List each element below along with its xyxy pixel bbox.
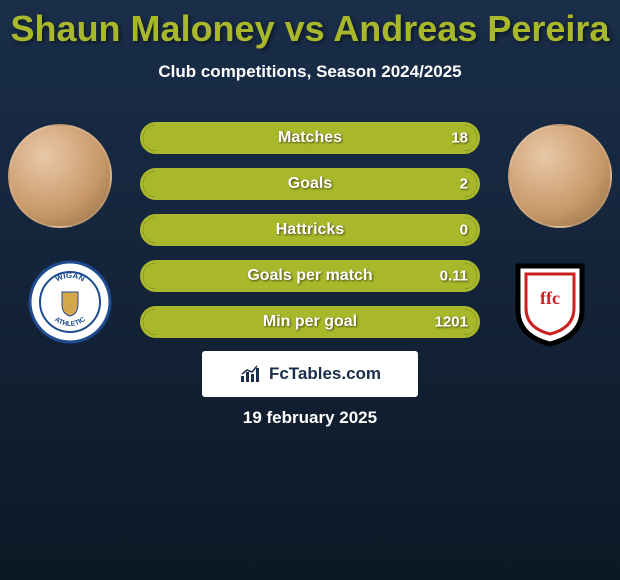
page-title: Shaun Maloney vs Andreas Pereira [0,0,620,50]
stat-row: Min per goal1201 [140,306,480,338]
stat-row: Goals per match0.11 [140,260,480,292]
player1-avatar [8,124,112,228]
stat-value-right: 0.11 [440,268,468,285]
stat-label: Goals per match [140,267,480,285]
stat-value-right: 2 [460,176,468,193]
stat-value-right: 1201 [435,314,468,331]
club1-badge: WIGAN ATHLETIC [28,260,112,344]
stat-row: Goals2 [140,168,480,200]
chart-icon [239,364,263,384]
date-text: 19 february 2025 [0,408,620,428]
player2-avatar [508,124,612,228]
svg-text:ffc: ffc [540,288,560,308]
stat-row: Hattricks0 [140,214,480,246]
stat-label: Matches [140,129,480,147]
stat-value-right: 18 [451,130,468,147]
subtitle: Club competitions, Season 2024/2025 [0,62,620,82]
club2-badge: ffc [504,256,596,348]
stat-value-right: 0 [460,222,468,239]
stat-row: Matches18 [140,122,480,154]
stat-bars: Matches18 Goals2 Hattricks0 Goals per match… [140,122,480,352]
stat-label: Min per goal [140,313,480,331]
brand-badge: FcTables.com [202,351,418,397]
stat-label: Goals [140,175,480,193]
stat-label: Hattricks [140,221,480,239]
brand-text: FcTables.com [269,364,381,384]
